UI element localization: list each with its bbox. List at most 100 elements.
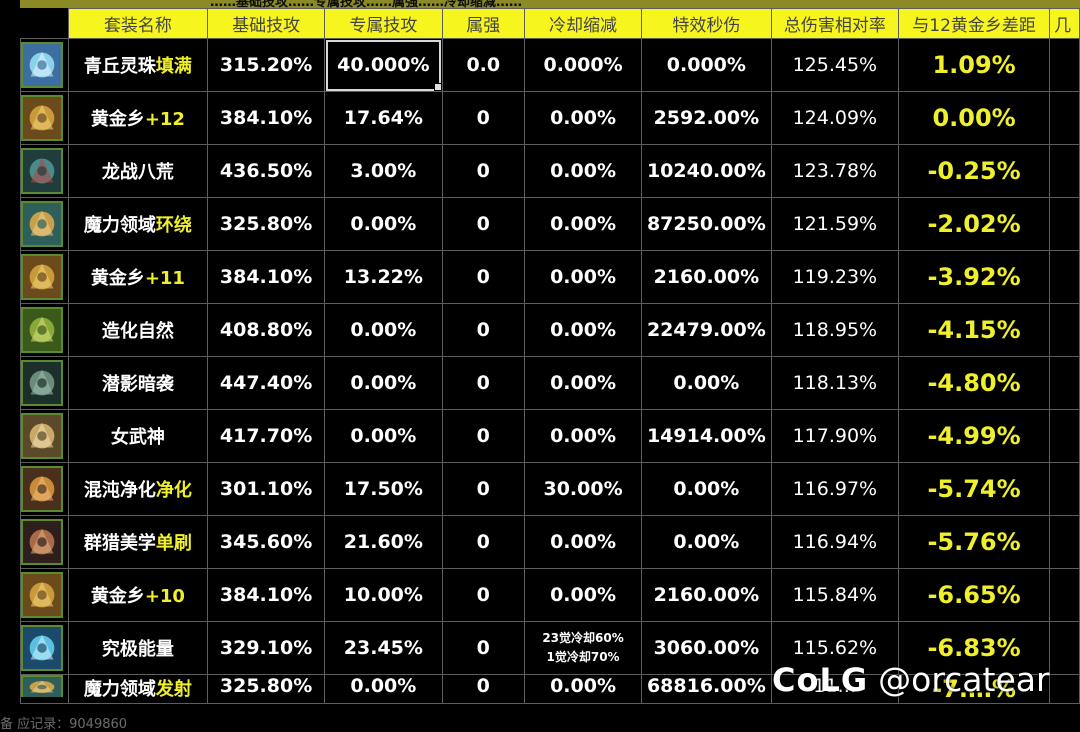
extra-cell[interactable] [1049, 515, 1080, 569]
exclusive-skill-atk-cell[interactable]: 0.00% [324, 356, 443, 410]
set-name-cell[interactable]: 魔力领域发射 [67, 674, 208, 704]
special-dps-cell[interactable]: 2160.00% [641, 568, 772, 622]
exclusive-skill-atk-cell[interactable]: 23.45% [324, 621, 443, 675]
base-skill-atk-cell[interactable]: 384.10% [206, 91, 326, 145]
column-header-element[interactable]: 属强 [441, 8, 526, 39]
set-name-cell[interactable]: 黄金乡+10 [67, 568, 208, 622]
diff-vs-gold12-cell[interactable]: -0.25% [897, 144, 1051, 198]
cooldown-cell[interactable]: 0.00% [524, 91, 643, 145]
element-cell[interactable]: 0 [441, 515, 526, 569]
relative-dmg-cell[interactable]: 118.13% [770, 356, 899, 410]
extra-cell[interactable] [1049, 356, 1080, 410]
set-icon-cell[interactable] [20, 38, 69, 92]
cooldown-cell[interactable]: 0.00% [524, 674, 643, 704]
special-dps-cell[interactable]: 87250.00% [641, 197, 772, 251]
relative-dmg-cell[interactable]: 118.95% [770, 303, 899, 357]
set-name-cell[interactable]: 女武神 [67, 409, 208, 463]
special-dps-cell[interactable]: 3060.00% [641, 621, 772, 675]
extra-cell[interactable] [1049, 621, 1080, 675]
column-header-base-skill-atk[interactable]: 基础技攻 [206, 8, 326, 39]
set-icon-cell[interactable] [20, 197, 69, 251]
set-icon-cell[interactable] [20, 621, 69, 675]
base-skill-atk-cell[interactable]: 329.10% [206, 621, 326, 675]
exclusive-skill-atk-cell[interactable]: 17.50% [324, 462, 443, 516]
base-skill-atk-cell[interactable]: 301.10% [206, 462, 326, 516]
base-skill-atk-cell[interactable]: 345.60% [206, 515, 326, 569]
extra-cell[interactable] [1049, 409, 1080, 463]
base-skill-atk-cell[interactable]: 408.80% [206, 303, 326, 357]
element-cell[interactable]: 0 [441, 250, 526, 304]
cooldown-cell[interactable]: 0.00% [524, 144, 643, 198]
relative-dmg-cell[interactable]: 124.09% [770, 91, 899, 145]
diff-vs-gold12-cell[interactable]: 1.09% [897, 38, 1051, 92]
base-skill-atk-cell[interactable]: 447.40% [206, 356, 326, 410]
special-dps-cell[interactable]: 22479.00% [641, 303, 772, 357]
fill-handle[interactable] [433, 83, 441, 91]
special-dps-cell[interactable]: 0.00% [641, 462, 772, 516]
base-skill-atk-cell[interactable]: 417.70% [206, 409, 326, 463]
element-cell[interactable]: 0 [441, 144, 526, 198]
element-cell[interactable]: 0.0 [441, 38, 526, 92]
relative-dmg-cell[interactable]: 117.90% [770, 409, 899, 463]
relative-dmg-cell[interactable]: 125.45% [770, 38, 899, 92]
set-name-cell[interactable]: 青丘灵珠填满 [67, 38, 208, 92]
special-dps-cell[interactable]: 0.00% [641, 515, 772, 569]
special-dps-cell[interactable]: 10240.00% [641, 144, 772, 198]
extra-cell[interactable] [1049, 674, 1080, 704]
cooldown-cell[interactable]: 0.000% [524, 38, 643, 92]
exclusive-skill-atk-cell[interactable]: 0.00% [324, 674, 443, 704]
diff-vs-gold12-cell[interactable]: 0.00% [897, 91, 1051, 145]
element-cell[interactable]: 0 [441, 197, 526, 251]
column-header-special-dps[interactable]: 特效秒伤 [641, 8, 772, 39]
set-icon-cell[interactable] [20, 303, 69, 357]
cooldown-cell[interactable]: 0.00% [524, 197, 643, 251]
cooldown-cell[interactable]: 23觉冷却60% 1觉冷却70% [524, 621, 643, 675]
extra-cell[interactable] [1049, 38, 1080, 92]
extra-cell[interactable] [1049, 197, 1080, 251]
column-header-set-name[interactable]: 套装名称 [67, 8, 208, 39]
set-icon-cell[interactable] [20, 568, 69, 622]
set-name-cell[interactable]: 群猎美学单刷 [67, 515, 208, 569]
cooldown-cell[interactable]: 0.00% [524, 409, 643, 463]
set-name-cell[interactable]: 潜影暗袭 [67, 356, 208, 410]
element-cell[interactable]: 0 [441, 462, 526, 516]
relative-dmg-cell[interactable]: 116.97% [770, 462, 899, 516]
exclusive-skill-atk-cell[interactable]: 13.22% [324, 250, 443, 304]
extra-cell[interactable] [1049, 462, 1080, 516]
exclusive-skill-atk-cell[interactable]: 0.00% [324, 409, 443, 463]
special-dps-cell[interactable]: 14914.00% [641, 409, 772, 463]
icon-column-header[interactable] [20, 8, 69, 39]
base-skill-atk-cell[interactable]: 325.80% [206, 197, 326, 251]
extra-cell[interactable] [1049, 91, 1080, 145]
column-header-extra[interactable]: 几 [1049, 8, 1080, 39]
base-skill-atk-cell[interactable]: 384.10% [206, 568, 326, 622]
diff-vs-gold12-cell[interactable]: -4.99% [897, 409, 1051, 463]
relative-dmg-cell[interactable]: 121.59% [770, 197, 899, 251]
base-skill-atk-cell[interactable]: 325.80% [206, 674, 326, 704]
set-name-cell[interactable]: 黄金乡+11 [67, 250, 208, 304]
element-cell[interactable]: 0 [441, 303, 526, 357]
cooldown-cell[interactable]: 0.00% [524, 356, 643, 410]
cooldown-cell[interactable]: 30.00% [524, 462, 643, 516]
special-dps-cell[interactable]: 2592.00% [641, 91, 772, 145]
column-header-relative-dmg[interactable]: 总伤害相对率 [770, 8, 899, 39]
set-name-cell[interactable]: 混沌净化净化 [67, 462, 208, 516]
element-cell[interactable]: 0 [441, 621, 526, 675]
diff-vs-gold12-cell[interactable]: -5.74% [897, 462, 1051, 516]
special-dps-cell[interactable]: 68816.00% [641, 674, 772, 704]
exclusive-skill-atk-cell[interactable]: 17.64% [324, 91, 443, 145]
base-skill-atk-cell[interactable]: 315.20% [206, 38, 326, 92]
exclusive-skill-atk-cell-selected[interactable]: 40.000% [324, 38, 443, 92]
element-cell[interactable]: 0 [441, 674, 526, 704]
exclusive-skill-atk-cell[interactable]: 10.00% [324, 568, 443, 622]
set-icon-cell[interactable] [20, 409, 69, 463]
base-skill-atk-cell[interactable]: 384.10% [206, 250, 326, 304]
set-icon-cell[interactable] [20, 144, 69, 198]
special-dps-cell[interactable]: 2160.00% [641, 250, 772, 304]
exclusive-skill-atk-cell[interactable]: 0.00% [324, 303, 443, 357]
element-cell[interactable]: 0 [441, 409, 526, 463]
set-icon-cell[interactable] [20, 674, 69, 704]
cooldown-cell[interactable]: 0.00% [524, 515, 643, 569]
column-header-diff-vs-gold12[interactable]: 与12黄金乡差距 [897, 8, 1051, 39]
set-name-cell[interactable]: 魔力领域环绕 [67, 197, 208, 251]
